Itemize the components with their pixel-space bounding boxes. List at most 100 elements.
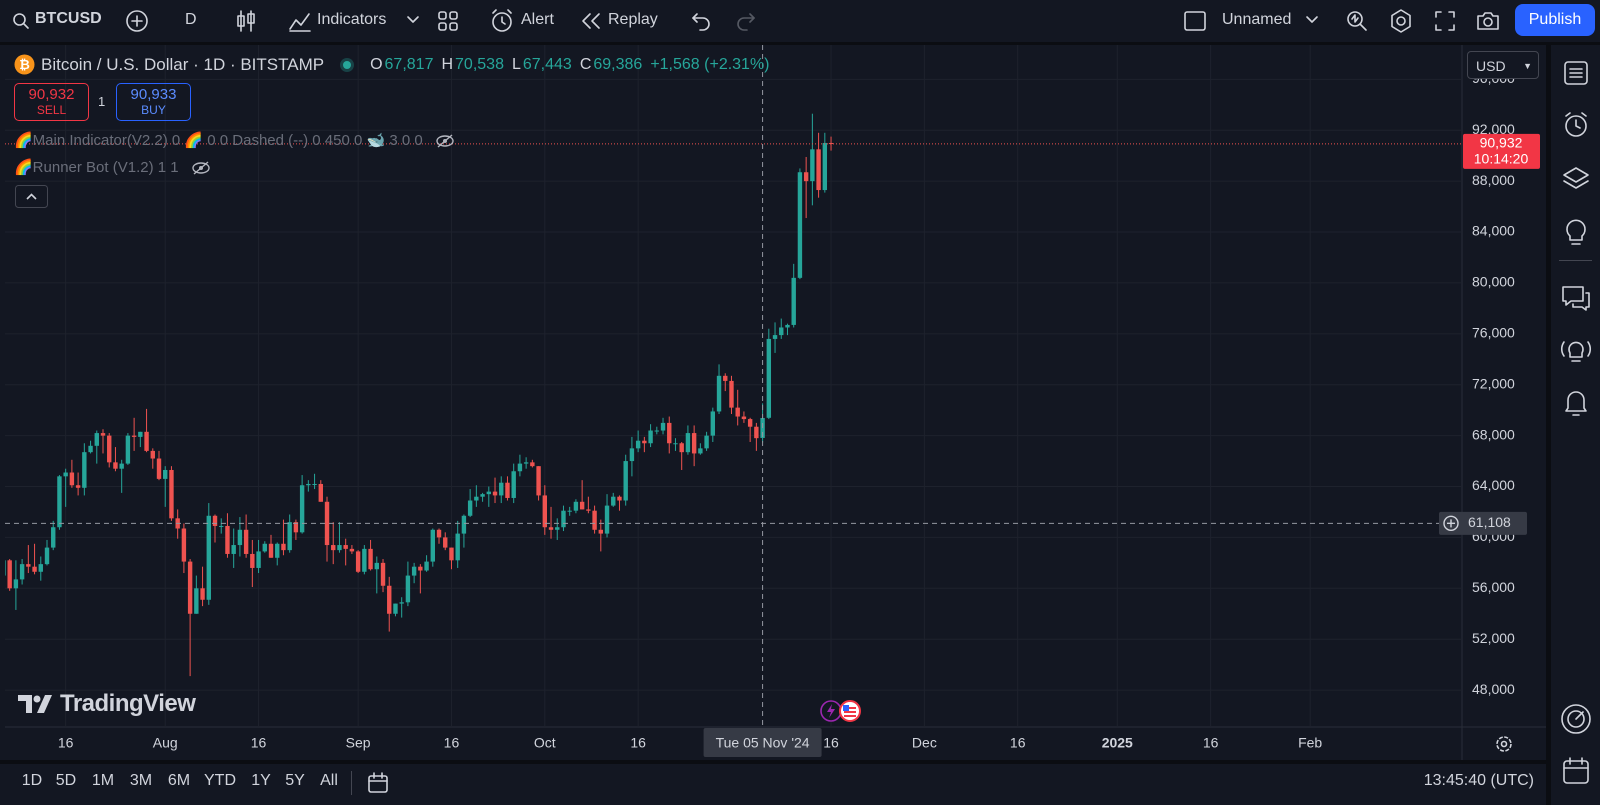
candle-body — [604, 505, 610, 534]
market-status — [340, 58, 355, 72]
candle-body — [299, 485, 305, 533]
candle-body — [810, 149, 815, 182]
candle-body — [567, 510, 572, 512]
layout-name[interactable]: Unnamed — [1222, 11, 1292, 28]
candle-body — [405, 575, 411, 603]
replay-button[interactable]: Replay — [608, 11, 658, 28]
candle-body — [530, 462, 535, 467]
compare-icon[interactable] — [125, 9, 149, 33]
indicators-icon[interactable] — [288, 9, 312, 33]
range-button[interactable]: 1Y — [251, 772, 271, 789]
candle-body — [94, 433, 99, 446]
indicator-row[interactable]: 🌈Main Indicator(V2.2) 0 🌈 0 0 Dashed (--… — [14, 131, 455, 149]
candle-body — [455, 533, 460, 561]
range-button[interactable]: 3M — [129, 772, 153, 789]
separator — [351, 771, 352, 795]
replay-icon[interactable] — [580, 11, 602, 31]
layout-icon[interactable] — [1183, 10, 1207, 32]
range-button[interactable]: 6M — [167, 772, 191, 789]
publish-button[interactable]: Publish — [1515, 4, 1595, 36]
candle-body — [766, 338, 772, 418]
y-tick-label: 84,000 — [1472, 223, 1515, 239]
candles — [5, 113, 834, 677]
candle-body — [374, 562, 379, 570]
clock[interactable]: 13:45:40 (UTC) — [1423, 772, 1534, 789]
grid — [5, 45, 1462, 727]
symbol[interactable]: BTCUSD — [35, 10, 102, 27]
candle-body — [349, 548, 355, 552]
candle-body — [156, 458, 162, 479]
undo-icon[interactable] — [691, 11, 711, 31]
range-button[interactable]: 1M — [91, 772, 115, 789]
layers-icon[interactable] — [1562, 166, 1590, 192]
candle-body — [275, 543, 280, 558]
date-range-icon[interactable] — [366, 771, 390, 795]
alerts-icon[interactable] — [1562, 111, 1590, 139]
candle-body — [387, 585, 392, 614]
candle-body — [107, 435, 112, 463]
quick-search-icon[interactable] — [1343, 8, 1369, 34]
candle-body — [523, 462, 529, 464]
candle-body — [660, 422, 666, 431]
event-icons[interactable] — [819, 699, 863, 723]
range-button[interactable]: All — [320, 772, 338, 789]
range-button[interactable]: 5Y — [285, 772, 305, 789]
hide-icon[interactable] — [435, 133, 455, 149]
alert-button[interactable]: Alert — [521, 11, 554, 28]
settings-icon[interactable] — [1388, 8, 1414, 34]
candle-body — [536, 466, 541, 496]
add-alert-icon — [1447, 519, 1455, 528]
y-tick-label: 88,000 — [1472, 172, 1515, 188]
candle-body — [181, 528, 187, 562]
search-icon[interactable] — [12, 12, 30, 30]
quantity[interactable]: 1 — [98, 94, 106, 109]
alert-icon[interactable] — [489, 8, 515, 34]
bitcoin-icon: ₿ — [14, 54, 35, 75]
candle-body — [287, 522, 292, 551]
collapse-button[interactable] — [15, 185, 48, 208]
chart-type-icon[interactable] — [235, 9, 257, 33]
axis-settings-icon[interactable] — [1494, 734, 1514, 754]
open-value: 67,817 — [384, 56, 434, 73]
chevron[interactable] — [406, 15, 420, 25]
candle-body — [355, 551, 361, 572]
candle-body — [399, 602, 404, 604]
candle-body — [691, 433, 697, 454]
candle-body — [13, 579, 19, 589]
templates-icon[interactable] — [437, 10, 459, 32]
last-price-label: 90,932 — [1480, 135, 1523, 151]
high-label: H — [441, 56, 454, 73]
separator — [1559, 260, 1592, 261]
calendar-icon[interactable] — [1562, 756, 1590, 786]
x-tick-label: 16 — [444, 735, 460, 751]
streams-icon[interactable] — [1558, 334, 1594, 364]
ideas-icon[interactable] — [1564, 218, 1588, 248]
interval[interactable]: D — [185, 11, 197, 28]
indicators-button[interactable]: Indicators — [317, 11, 387, 28]
sell-button[interactable]: 90,932 SELL — [14, 83, 89, 121]
currency-select[interactable]: USD ▼ — [1467, 51, 1539, 79]
chevron[interactable] — [1305, 15, 1319, 25]
fullscreen-icon[interactable] — [1433, 9, 1457, 33]
close-value: 69,386 — [593, 56, 643, 73]
range-button[interactable]: YTD — [204, 772, 236, 789]
chat-icon[interactable] — [1561, 284, 1591, 312]
candle-body — [44, 547, 50, 565]
notifications-icon[interactable] — [1563, 388, 1589, 418]
redo-icon[interactable] — [736, 11, 756, 31]
range-button[interactable]: 1D — [21, 772, 43, 789]
hide-icon[interactable] — [191, 160, 211, 176]
candle-body — [598, 529, 604, 534]
candle-body — [729, 380, 734, 408]
range-button[interactable]: 5D — [55, 772, 77, 789]
candle-body — [393, 603, 398, 614]
hotlists-icon[interactable] — [1560, 703, 1592, 735]
snapshot-icon[interactable] — [1475, 9, 1501, 33]
watchlist-icon[interactable] — [1563, 60, 1589, 86]
candle-body — [449, 547, 454, 561]
indicator-row[interactable]: 🌈Runner Bot (V1.2) 1 1 — [14, 158, 211, 176]
buy-button[interactable]: 90,933 BUY — [116, 83, 191, 121]
candle-body — [7, 560, 12, 589]
candle-body — [424, 561, 429, 571]
x-tick-label: 16 — [1010, 735, 1026, 751]
